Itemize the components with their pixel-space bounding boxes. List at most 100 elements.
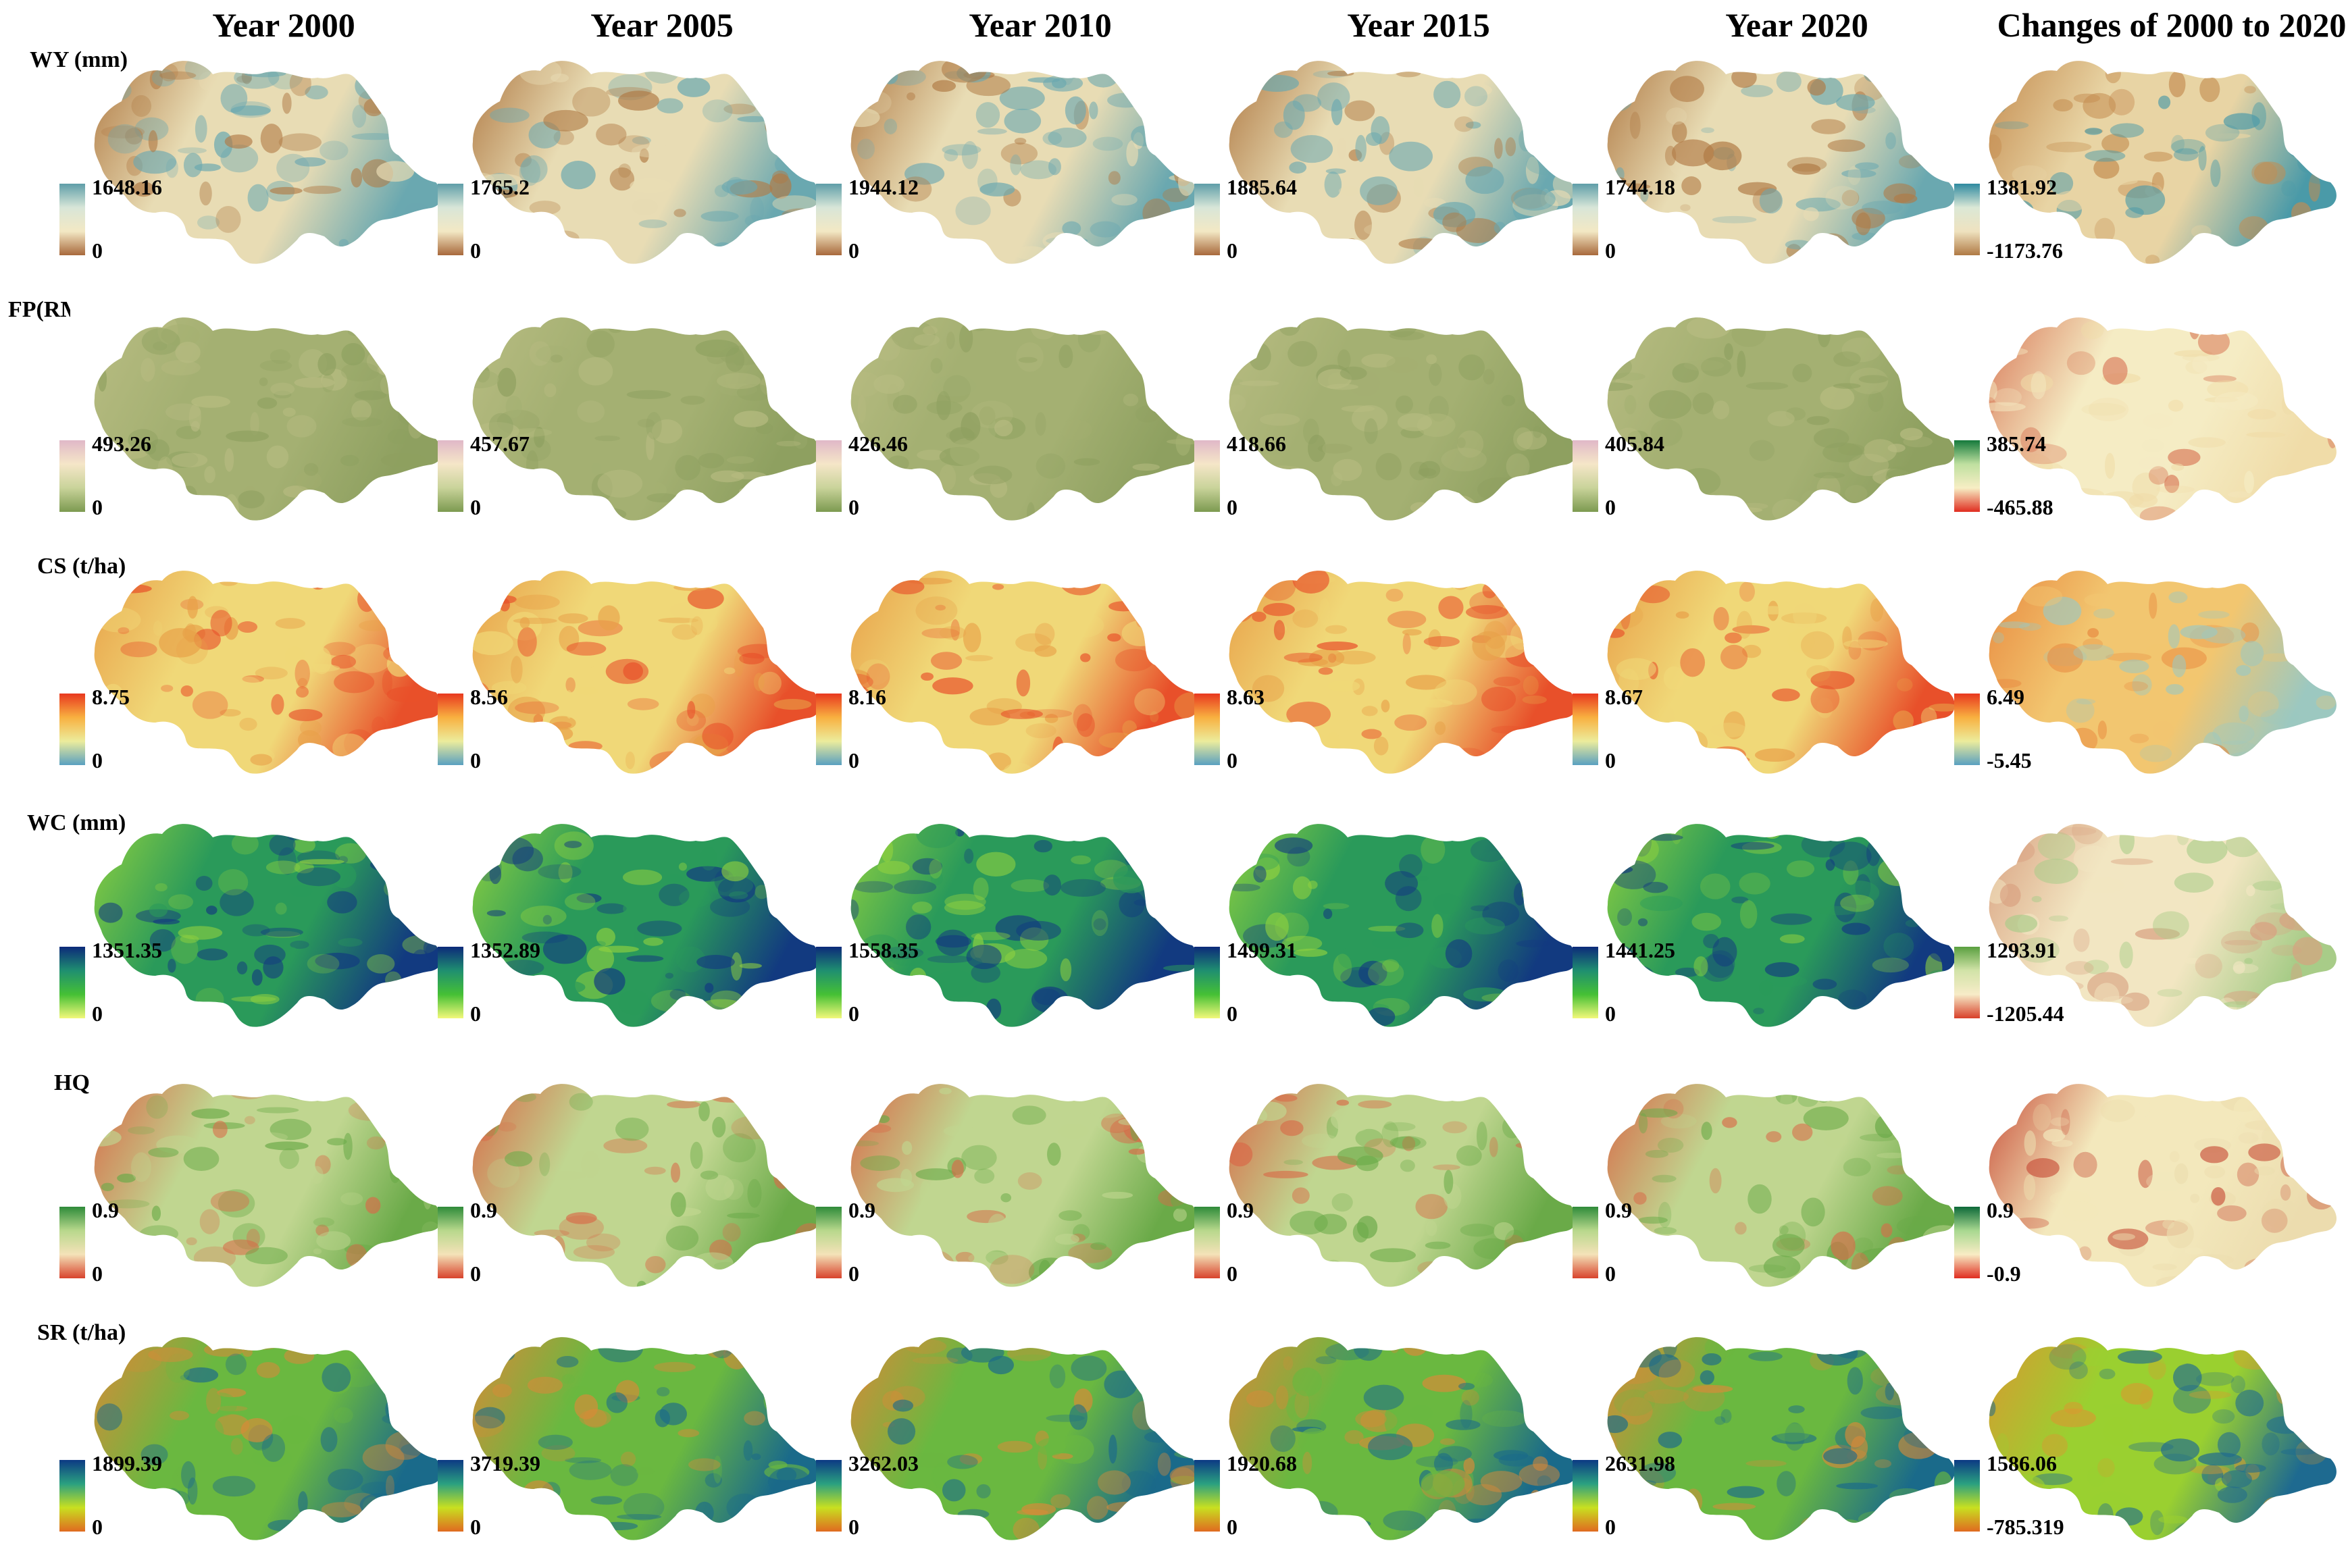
legend-min-value: 0: [848, 1515, 859, 1539]
legend-max-value: 385.74: [1987, 432, 2046, 456]
legend-min-value: 0: [470, 238, 481, 263]
map-cell: 1648.16 0: [59, 41, 446, 292]
legend-colorbar: [1194, 440, 1220, 512]
legend: 8.67 0: [1573, 685, 1775, 780]
map-cell: 1744.18 0: [1573, 41, 1959, 292]
region-shape: [94, 317, 442, 521]
legend: 0.9 0: [1573, 1199, 1775, 1293]
map-cell: 6.49 -5.45: [1954, 550, 2341, 802]
legend-colorbar: [1954, 694, 1980, 765]
legend: 1293.91 -1205.44: [1954, 939, 2157, 1033]
texture-patches: [1229, 1337, 1577, 1540]
map-cell: 1351.35 0: [59, 804, 446, 1055]
legend-min-value: 0: [1227, 748, 1237, 773]
legend: 1558.35 0: [816, 939, 1019, 1033]
legend-min-value: -465.88: [1987, 495, 2053, 519]
map-cell: 0.9 0: [438, 1064, 824, 1315]
region-map: [472, 1337, 820, 1540]
legend: 405.84 0: [1573, 432, 1775, 527]
legend-min-value: 0: [92, 1001, 103, 1026]
legend-max-value: 0.9: [1605, 1198, 1632, 1222]
legend-min-value: 0: [92, 1261, 103, 1286]
legend-max-value: 0.9: [1227, 1198, 1254, 1222]
legend-min-value: 0: [848, 1001, 859, 1026]
legend: 0.9 0: [1194, 1199, 1397, 1293]
region-map: [850, 61, 1198, 264]
region-map: [1229, 1337, 1577, 1540]
region-map: [472, 571, 820, 774]
legend-colorbar: [1573, 1207, 1598, 1278]
region-map: [1989, 317, 2337, 521]
legend-max-value: 426.46: [848, 432, 908, 456]
region-map: [1989, 1337, 2337, 1540]
legend: 1381.92 -1173.76: [1954, 176, 2157, 270]
region-map: [1989, 1084, 2337, 1287]
legend-min-value: 0: [1227, 1001, 1237, 1026]
legend-max-value: 3719.39: [470, 1451, 540, 1475]
legend-min-value: 0: [1227, 495, 1237, 519]
legend-colorbar: [1954, 440, 1980, 512]
legend: 418.66 0: [1194, 432, 1397, 527]
legend-colorbar: [1194, 694, 1220, 765]
region-shape: [1229, 824, 1577, 1027]
legend-min-value: 0: [92, 1515, 103, 1539]
legend: 3262.03 0: [816, 1452, 1019, 1546]
legend-colorbar: [1194, 1460, 1220, 1532]
legend-colorbar: [438, 947, 463, 1018]
legend-min-value: 0: [470, 1515, 481, 1539]
map-cell: 1441.25 0: [1573, 804, 1959, 1055]
legend-max-value: 1765.2: [470, 175, 530, 199]
legend: 493.26 0: [59, 432, 262, 527]
legend-colorbar: [1194, 184, 1220, 255]
region-map: [1607, 61, 1955, 264]
map-cell: 1558.35 0: [816, 804, 1202, 1055]
legend-min-value: 0: [470, 1261, 481, 1286]
legend: 0.9 0: [59, 1199, 262, 1293]
map-cell: 8.56 0: [438, 550, 824, 802]
region-shape: [1989, 1084, 2337, 1287]
region-map: [1229, 571, 1577, 774]
column-header: Changes of 2000 to 2020: [1997, 6, 2347, 44]
legend-min-value: -785.319: [1987, 1515, 2064, 1539]
legend-colorbar: [1573, 694, 1598, 765]
map-cell: 1920.68 0: [1194, 1317, 1581, 1568]
legend-min-value: 0: [848, 1261, 859, 1286]
legend-min-value: 0: [1605, 1001, 1616, 1026]
legend-min-value: -1205.44: [1987, 1001, 2064, 1026]
legend-min-value: 0: [92, 238, 103, 263]
legend-colorbar: [438, 694, 463, 765]
legend-max-value: 8.16: [848, 685, 886, 709]
row-label: HQ: [54, 1070, 90, 1095]
legend-max-value: 1920.68: [1227, 1451, 1297, 1475]
region-shape: [1989, 571, 2337, 774]
map-cell: 8.75 0: [59, 550, 446, 802]
legend-min-value: -5.45: [1987, 748, 2032, 773]
region-shape: [94, 571, 442, 774]
region-map: [850, 317, 1198, 521]
legend-min-value: 0: [1227, 1261, 1237, 1286]
map-cell: 0.9 0: [816, 1064, 1202, 1315]
legend-colorbar: [59, 440, 85, 512]
legend-colorbar: [1573, 947, 1598, 1018]
legend-min-value: 0: [1227, 238, 1237, 263]
legend-max-value: 1351.35: [92, 938, 162, 962]
region-map: [1989, 571, 2337, 774]
legend-colorbar: [59, 1460, 85, 1532]
legend: 1351.35 0: [59, 939, 262, 1033]
legend-min-value: 0: [1605, 748, 1616, 773]
legend-max-value: 8.67: [1605, 685, 1643, 709]
legend-max-value: 1352.89: [470, 938, 540, 962]
legend-colorbar: [816, 947, 842, 1018]
map-cell: 1765.2 0: [438, 41, 824, 292]
legend: 1441.25 0: [1573, 939, 1775, 1033]
legend: 1885.64 0: [1194, 176, 1397, 270]
region-map: [1607, 317, 1955, 521]
region-map: [1989, 824, 2337, 1027]
region-shape: [1989, 1337, 2337, 1540]
region-map: [1607, 571, 1955, 774]
map-cell: 8.67 0: [1573, 550, 1959, 802]
legend-max-value: 8.56: [470, 685, 508, 709]
legend: 1899.39 0: [59, 1452, 262, 1546]
region-shape: [1229, 1084, 1577, 1287]
map-cell: 493.26 0: [59, 297, 446, 548]
